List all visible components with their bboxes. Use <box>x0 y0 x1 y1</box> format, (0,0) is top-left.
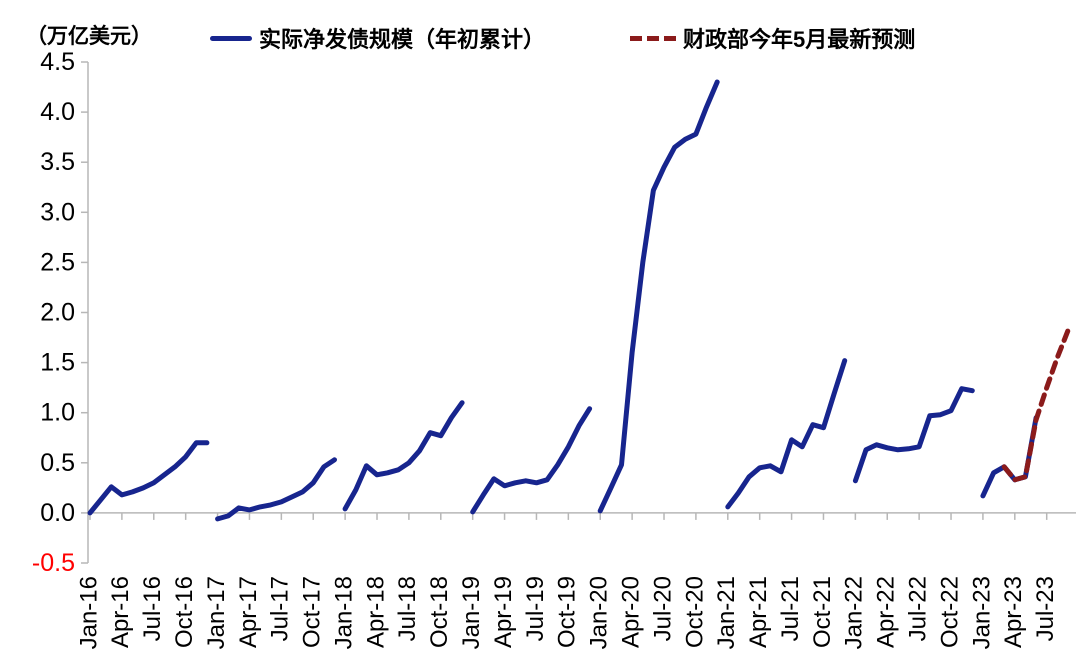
y-axis-tick-label: 4.5 <box>40 48 75 76</box>
x-axis-tick-label: Jul-20 <box>649 576 676 641</box>
legend-solid-line-swatch <box>210 35 252 41</box>
x-axis-tick-label: Apr-18 <box>362 576 389 648</box>
x-axis-tick-label: Jul-19 <box>522 576 549 641</box>
legend: 实际净发债规模（年初累计） 财政部今年5月最新预测 <box>0 0 1080 56</box>
x-axis-tick-label: Oct-20 <box>681 576 708 648</box>
legend-label-forecast: 财政部今年5月最新预测 <box>683 27 916 52</box>
x-axis-tick-label: Jul-23 <box>1032 576 1059 641</box>
x-axis-tick-label: Oct-19 <box>554 576 581 648</box>
y-axis-tick-label: 0.5 <box>40 449 75 477</box>
actual-issuance-line-segment <box>215 457 337 522</box>
actual-issuance-line-segment <box>980 415 1039 499</box>
y-axis-tick-label: 0.0 <box>40 499 75 527</box>
x-axis-tick-label: Jan-23 <box>968 576 995 649</box>
legend-label-actual: 实际净发债规模（年初累计） <box>259 27 546 52</box>
legend-item-actual: 实际净发债规模（年初累计） <box>210 22 545 54</box>
x-axis-tick-label: Jul-22 <box>904 576 931 641</box>
x-axis-tick-label: Oct-22 <box>936 576 963 648</box>
legend-dashed-line-swatch <box>630 35 676 41</box>
actual-issuance-line-segment <box>725 358 848 510</box>
x-axis-tick-label: Apr-19 <box>490 576 517 648</box>
x-axis-tick-label: Oct-21 <box>809 576 836 648</box>
actual-issuance-line-segment <box>852 386 975 484</box>
y-axis-tick-label: 2.5 <box>40 248 75 276</box>
x-axis-tick-label: Apr-21 <box>745 576 772 648</box>
x-axis-tick-label: Apr-16 <box>107 576 134 648</box>
x-axis-tick-label: Apr-22 <box>873 576 900 648</box>
x-axis-tick-label: Oct-17 <box>299 576 326 648</box>
legend-item-forecast: 财政部今年5月最新预测 <box>630 22 915 54</box>
x-axis-tick-label: Jan-19 <box>458 576 485 649</box>
y-axis-unit-label: （万亿美元） <box>26 25 152 48</box>
x-axis-tick-label: Jul-17 <box>267 576 294 641</box>
actual-issuance-line-segment <box>597 79 720 514</box>
x-axis-tick-label: Oct-16 <box>171 576 198 648</box>
y-axis-tick-label: 4.0 <box>40 98 75 126</box>
x-axis-tick-label: Jan-17 <box>203 576 230 649</box>
x-axis-tick-label: Jan-16 <box>75 576 102 649</box>
actual-issuance-line-segment <box>342 400 465 512</box>
forecast-line-segment <box>1001 328 1071 483</box>
x-axis-tick-label: Jan-18 <box>330 576 357 649</box>
x-axis-tick-label: Jul-16 <box>139 576 166 641</box>
x-axis-tick-label: Jan-20 <box>586 576 613 649</box>
x-axis-tick-label: Jul-21 <box>777 576 804 641</box>
y-axis-tick-label: 1.5 <box>40 349 75 377</box>
x-axis-tick-label: Oct-18 <box>426 576 453 648</box>
y-axis-tick-label: 3.0 <box>40 198 75 226</box>
actual-issuance-line-segment <box>470 406 593 515</box>
x-axis-tick-label: Jan-22 <box>841 576 868 649</box>
x-axis-tick-label: Jan-21 <box>713 576 740 649</box>
x-axis-tick-label: Apr-20 <box>617 576 644 648</box>
x-axis-tick-label: Jul-18 <box>394 576 421 641</box>
y-axis-tick-label: 1.0 <box>40 399 75 427</box>
x-axis-tick-label: Apr-23 <box>1000 576 1027 648</box>
x-axis-tick-label: Apr-17 <box>235 576 262 648</box>
y-axis-tick-label: -0.5 <box>32 549 75 577</box>
y-axis-tick-label: 3.5 <box>40 148 75 176</box>
actual-issuance-line-segment <box>87 440 210 516</box>
y-axis-tick-label: 2.0 <box>40 299 75 327</box>
